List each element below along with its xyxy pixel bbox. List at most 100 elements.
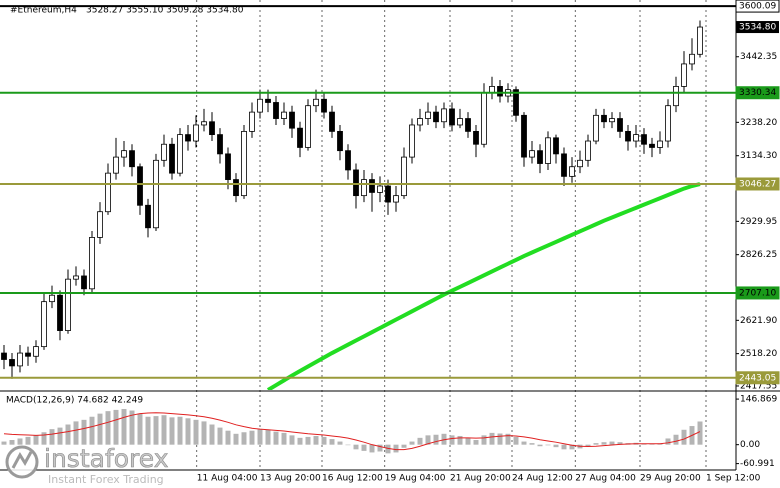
candle-body [409,124,415,158]
macd-bar [313,435,319,445]
macd-bar [257,429,263,445]
ohlc-text: 3528.27 3555.10 3509.28 3534.80 [86,6,244,16]
candle-body [569,166,575,177]
moving-average [266,182,701,390]
macd-bar [97,413,103,445]
candle-body [105,172,111,213]
candle-body [113,156,119,174]
level-box [735,0,780,13]
candle-body [625,130,631,142]
macd-bar [289,435,295,445]
candle-body [513,89,519,116]
macd-bar [505,433,511,445]
candle-body [137,166,143,206]
macd-bar [137,413,143,445]
candle-body [633,134,639,142]
candle-body [689,53,695,65]
y-tick-label: 0.00 [740,440,760,450]
macd-bar [681,429,687,445]
candle-body [673,86,679,107]
candle-body [321,98,327,113]
level-label: 3046.27 [739,179,776,189]
macd-bar [161,415,167,445]
level-box [735,177,780,191]
level-label: 2707.10 [739,288,776,298]
macd-bar [281,432,287,445]
macd-bar [145,416,151,445]
macd-bar [489,432,495,445]
candle-body [449,108,455,126]
x-tick-label: 1 Sep 12:00 [706,474,761,484]
logo: instaforex Instant Forex Trading [5,444,169,486]
candle-body [561,153,567,177]
macd-bar [449,435,455,445]
macd-bar [497,433,503,445]
level-label: 2443.05 [739,373,776,383]
brand-name: instaforex [44,444,169,473]
y-tick-label: 2417.55 [740,381,777,391]
macd-bar [697,421,703,445]
macd-bar [481,435,487,445]
candle-body [457,118,463,126]
macd-bar [521,441,527,445]
candle-body [313,98,319,107]
candle-body [97,211,103,238]
macd-bar [273,431,279,445]
macd-bar [25,436,31,445]
candle-body [697,26,703,55]
macd-bar [665,438,671,445]
candle-body [25,352,31,357]
macd-bar [329,439,335,445]
macd-bar [337,441,343,445]
candle-body [361,179,367,197]
brand-tagline: Instant Forex Trading [48,473,164,486]
candle-body [433,111,439,123]
macd-signal [3,412,701,451]
macd-bar [105,411,111,445]
candle-body [617,118,623,132]
level-box [735,371,780,385]
logo-mark [11,451,33,469]
candle-body [601,114,607,123]
candle-body [609,118,615,123]
x-tick-label: 13 Aug 20:00 [260,474,321,484]
y-tick-label: 3134.30 [740,151,777,161]
candle-body [305,105,311,148]
macd-bar [209,424,215,445]
macd-bar [1,441,7,445]
y-tick-label: 3442.35 [740,52,777,62]
macd-bar [561,444,567,450]
macd-bar [377,444,383,452]
macd-bar [609,441,615,445]
candle-body [217,134,223,155]
macd-bar [57,427,63,445]
level-label: 3600.09 [739,2,776,12]
macd-bar [73,421,79,445]
macd-bar [425,435,431,445]
macd-bar [369,444,375,453]
y-tick-label: 2826.25 [740,250,777,260]
candle-body [369,179,375,193]
macd-bar [601,442,607,445]
candle-body [417,118,423,126]
candle-body [81,275,87,290]
candle-body [537,150,543,164]
y-tick-label: 2518.20 [740,349,777,359]
level-box [735,286,780,300]
macd-bar [193,419,199,445]
x-tick-label: 29 Aug 20:00 [640,474,701,484]
candle-body [1,352,7,360]
macd-bar [393,444,399,453]
candle-body [377,185,383,193]
candle-body [345,150,351,171]
macd-bar [417,437,423,445]
candle-body [473,130,479,145]
macd-bar [177,416,183,445]
macd-bar [353,444,359,450]
last-price-box [736,21,779,34]
candle-body [65,278,71,331]
macd-bar [241,432,247,445]
